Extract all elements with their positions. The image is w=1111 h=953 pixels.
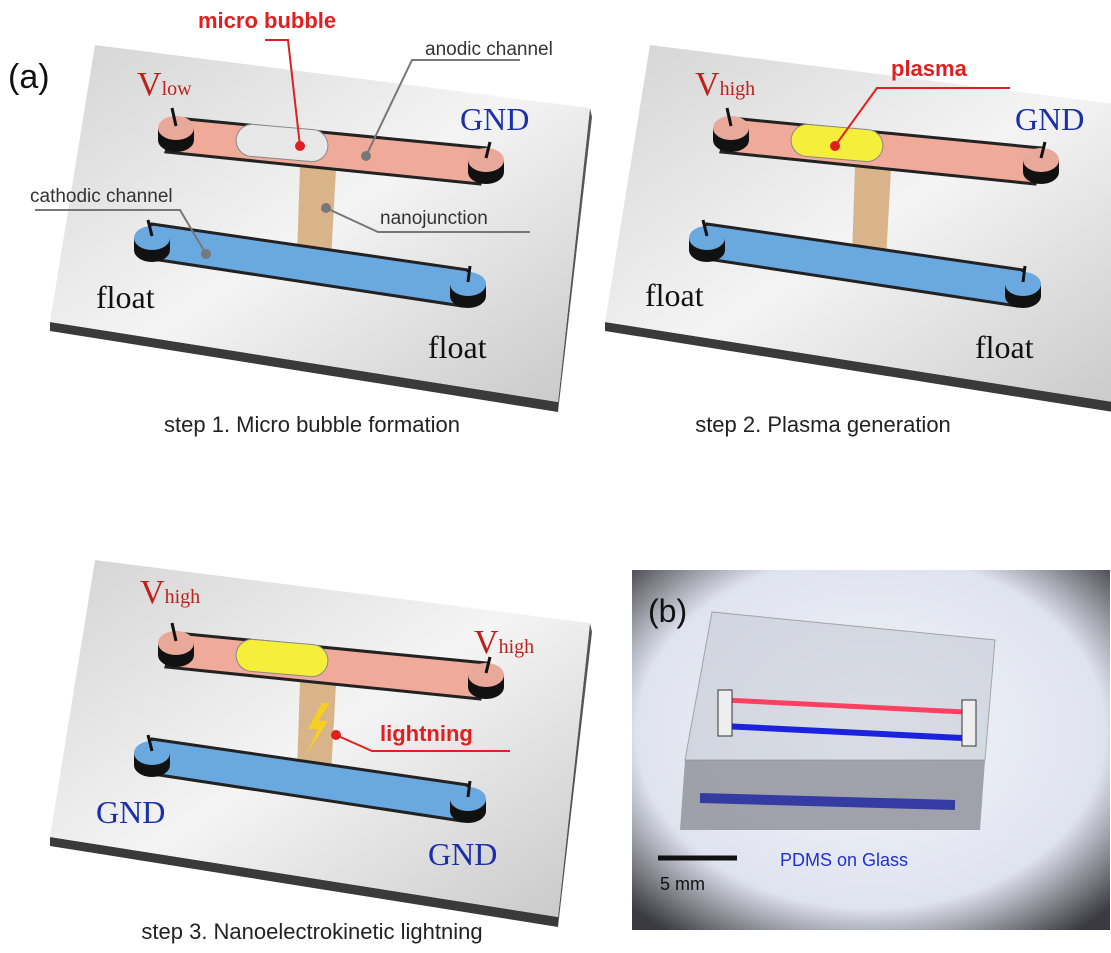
ground: GND [96, 794, 165, 830]
ground: GND [460, 101, 529, 137]
callout: micro bubble [198, 8, 336, 33]
panel-label: (b) [648, 593, 687, 629]
callout: anodic channel [425, 39, 553, 60]
step3: lightning Vhigh Vhigh GND GND step 3. Na… [50, 560, 592, 944]
step2: plasma Vhigh GND float float step 2. Pla… [605, 45, 1111, 437]
figure: micro bubble anodic channel nanojunction… [0, 0, 1111, 953]
scale-label: 5 mm [660, 874, 705, 894]
callout: cathodic channel [30, 186, 173, 207]
step1: micro bubble anodic channel nanojunction… [30, 8, 592, 437]
caption: step 3. Nanoelectrokinetic lightning [141, 919, 482, 944]
callout: plasma [891, 56, 968, 81]
callout: lightning [380, 721, 473, 746]
float: float [96, 279, 155, 315]
float: float [975, 329, 1034, 365]
caption: step 1. Micro bubble formation [164, 412, 460, 437]
panel-label: (a) [8, 58, 50, 96]
photo-note: PDMS on Glass [780, 850, 908, 870]
photo: 5 mm PDMS on Glass (b) [632, 570, 1110, 930]
callout: nanojunction [380, 208, 488, 229]
float: float [645, 277, 704, 313]
ground: GND [1015, 101, 1084, 137]
page: {"panel_a": {"label": "(a)", "step1": {"… [0, 0, 1111, 953]
ground: GND [428, 836, 497, 872]
float: float [428, 329, 487, 365]
caption: step 2. Plasma generation [695, 412, 951, 437]
